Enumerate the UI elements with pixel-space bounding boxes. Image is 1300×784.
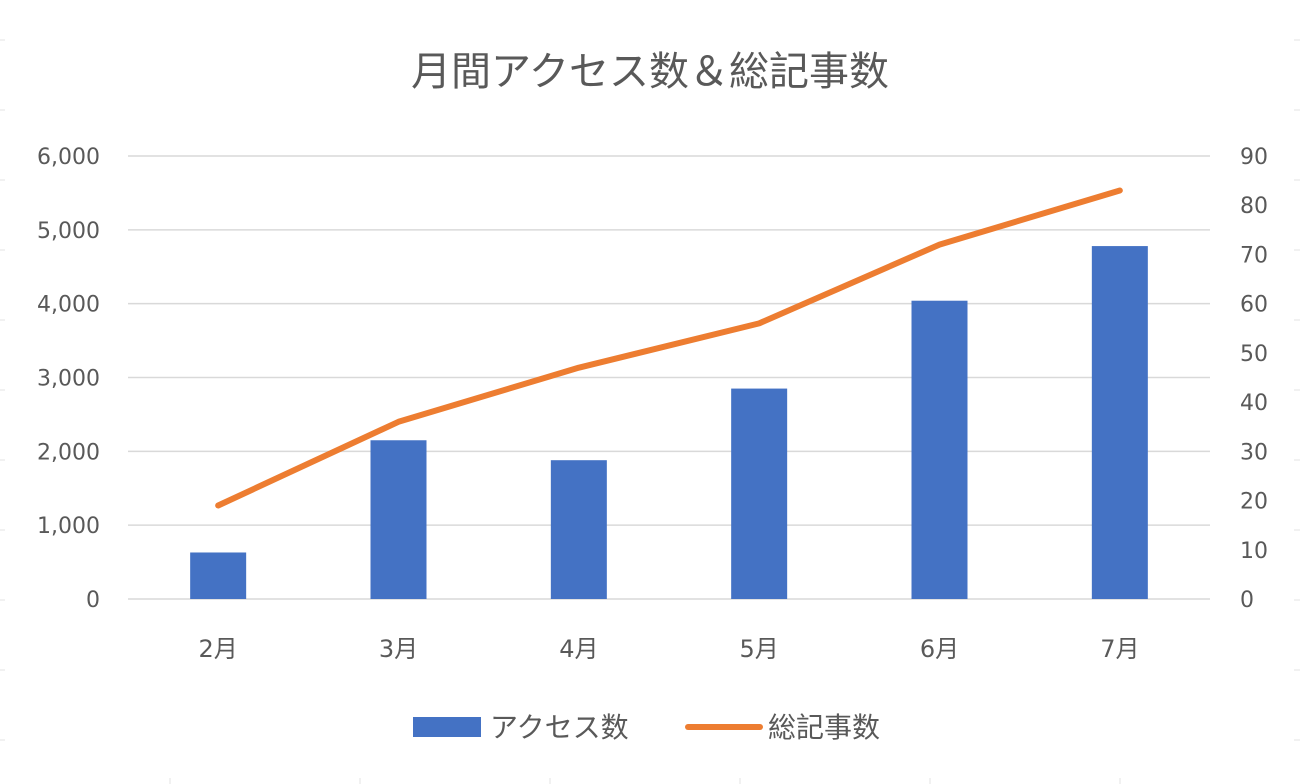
y2-tick-label: 60 [1240,293,1268,318]
y2-tick-label: 50 [1240,342,1268,367]
x-axis: 2月 3月 4月 5月 6月 7月 [199,635,1140,663]
y-tick-label: 0 [86,588,100,613]
line-series-articles [215,187,1123,509]
y-tick-label: 6,000 [37,145,100,170]
bar-series-access [190,246,1148,599]
bar [911,300,968,599]
y2-tick-label: 0 [1240,588,1254,613]
gridlines [128,155,1210,600]
y-tick-label: 4,000 [37,293,100,318]
x-tick-label: 2月 [199,635,238,663]
y2-tick-label: 80 [1240,194,1268,219]
bar [731,388,788,599]
y-tick-label: 5,000 [37,219,100,244]
y2-tick-label: 90 [1240,145,1268,170]
y-axis-left: 0 1,000 2,000 3,000 4,000 5,000 6,000 [37,145,100,613]
y2-tick-label: 20 [1240,490,1268,515]
x-tick-label: 7月 [1100,635,1139,663]
bar [1091,246,1148,599]
y-tick-label: 1,000 [37,514,100,539]
legend: アクセス数 総記事数 [413,711,880,744]
bar [190,552,247,599]
y-tick-label: 2,000 [37,440,100,465]
bar [550,460,607,599]
y2-tick-label: 10 [1240,539,1268,564]
x-tick-label: 5月 [740,635,779,663]
y-tick-label: 3,000 [37,367,100,392]
legend-label-articles: 総記事数 [768,711,880,744]
bar [370,440,427,599]
legend-swatch-access [413,717,481,737]
series-line-articles [215,187,1123,509]
legend-label-access: アクセス数 [490,711,629,744]
sheet-gridlines [0,39,1300,784]
chart-title: 月間アクセス数＆総記事数 [411,49,889,95]
x-tick-label: 4月 [559,635,598,663]
y2-tick-label: 70 [1240,243,1268,268]
y2-tick-label: 40 [1240,391,1268,416]
x-tick-label: 3月 [379,635,418,663]
y2-tick-label: 30 [1240,440,1268,465]
y-axis-right: 0 10 20 30 40 50 60 70 80 90 [1240,145,1268,613]
x-tick-label: 6月 [920,635,959,663]
